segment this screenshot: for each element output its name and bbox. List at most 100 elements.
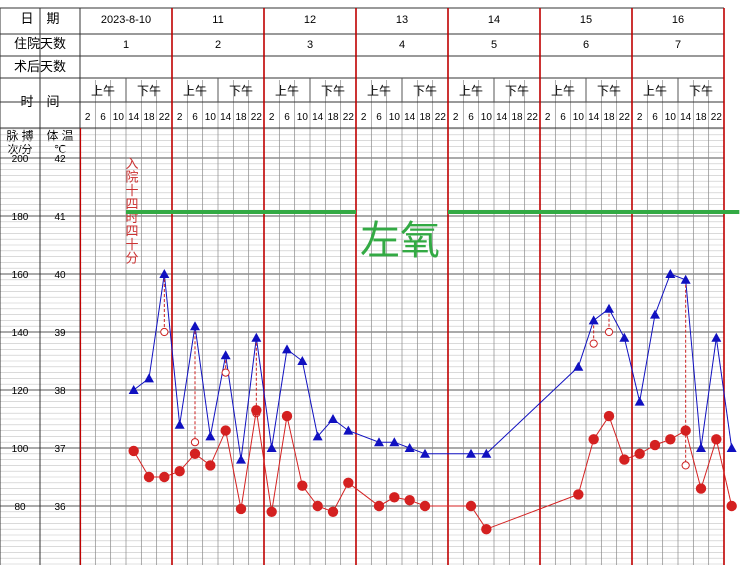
time-slot-label: 6 [192,112,198,123]
time-slot-label: 14 [588,112,600,123]
temp-tick-label: 39 [54,328,66,339]
time-slot-label: 10 [205,112,217,123]
pulse-point [588,434,599,445]
am-label: 上午 [183,84,207,98]
time-slot-label: 18 [235,112,247,123]
temp-axis-unit: ℃ [54,144,66,156]
temperature-point [680,274,691,284]
temperature-point [220,350,231,360]
pulse-point [128,445,139,457]
oxygen-label: 左氧 [360,219,440,263]
pm-label: 下午 [597,84,621,98]
time-slot-label: 22 [527,112,539,123]
time-slot-label: 22 [711,112,723,123]
pulse-point [266,506,277,517]
temp-tick-label: 41 [54,212,66,223]
temperature-point [404,443,415,452]
pulse-tick-label: 200 [12,154,29,165]
time-slot-label: 2 [545,112,551,123]
time-slot-label: 14 [680,112,692,123]
cooled-temp-point [221,368,230,377]
time-slot-label: 14 [496,112,508,123]
temperature-point [588,315,599,325]
temperature-point [634,396,645,406]
temperature-point [144,373,154,383]
admission-note-char: 分 [125,251,138,266]
time-slot-label: 6 [468,112,474,123]
temperature-point [726,443,737,452]
time-slot-label: 2 [269,112,275,123]
am-label: 上午 [643,84,667,98]
day-date: 15 [580,14,592,26]
pulse-point [465,500,477,512]
admission-note-char: 入 [125,156,138,171]
time-slot-label: 18 [603,112,615,123]
time-slot-label: 2 [85,112,91,123]
pulse-point [481,524,492,535]
pulse-axis-label: 脉 搏 [6,128,33,143]
day-date: 16 [672,14,684,26]
temperature-point [328,414,338,423]
time-slot-label: 22 [343,112,355,123]
pulse-point [251,405,262,416]
time-slot-label: 18 [511,112,523,123]
time-slot-label: 6 [376,112,382,123]
temperature-point [696,443,706,452]
temperature-point [665,269,676,278]
pulse-point [711,434,722,445]
temperature-point [312,431,323,441]
pulse-point [634,448,645,459]
day-date: 14 [488,14,500,26]
temp-tick-label: 36 [54,502,66,513]
pulse-point [649,439,661,451]
pulse-point [404,495,415,506]
temperature-point [205,431,216,441]
pm-label: 下午 [689,84,713,98]
pulse-point [327,506,339,517]
am-label: 上午 [367,84,391,98]
day-date: 12 [304,14,316,26]
time-slot-label: 6 [560,112,566,123]
cooled-temp-point [589,339,598,348]
temperature-point [604,303,614,313]
temp-tick-label: 42 [54,154,66,165]
pulse-tick-label: 160 [12,270,29,281]
time-slot-label: 18 [695,112,707,123]
day-hospital-count: 1 [123,39,129,51]
pulse-point [174,466,185,477]
day-hospital-count: 3 [307,39,313,51]
pm-label: 下午 [413,84,437,98]
time-slot-label: 18 [143,112,155,123]
temperature-line [133,273,733,460]
temp-tick-label: 38 [54,386,66,397]
pulse-point [603,410,615,422]
pulse-point [235,503,247,515]
pulse-point [573,489,584,500]
temperature-point [266,443,277,452]
pulse-point [143,471,155,483]
time-slot-label: 2 [361,112,367,123]
temperature-point [174,419,185,429]
temperature-point [236,454,246,464]
temp-tick-label: 40 [54,270,66,281]
pulse-tick-label: 100 [12,444,29,455]
pulse-point [343,477,354,488]
pulse-point [159,471,170,483]
temperature-point [711,332,722,342]
temperature-point [159,269,170,278]
time-slot-label: 10 [573,112,585,123]
temperature-point [251,332,262,342]
pm-label: 下午 [137,84,161,98]
pulse-point [389,492,400,503]
time-slot-label: 2 [637,112,643,123]
pulse-point [680,425,691,436]
pulse-tick-label: 140 [12,328,29,339]
time-slot-label: 22 [435,112,447,123]
temperature-point [282,344,292,354]
time-slot-label: 6 [652,112,658,123]
time-slot-label: 14 [220,112,232,123]
pm-label: 下午 [229,84,253,98]
day-hospital-count: 7 [675,39,681,51]
time-slot-label: 22 [159,112,171,123]
temperature-point [420,448,430,458]
